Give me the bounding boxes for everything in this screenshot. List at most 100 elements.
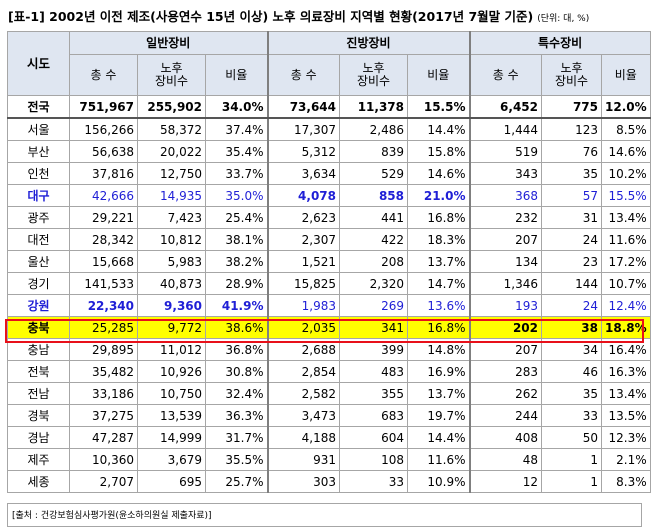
value-cell: 73,644	[267, 95, 340, 119]
value-cell: 2,707	[69, 470, 138, 493]
value-cell: 35,482	[69, 360, 138, 383]
table-row: 대전 28,342 10,812 38.1% 2,307 422 18.3% 207 24 11.…	[7, 228, 651, 251]
value-cell: 232	[469, 206, 542, 229]
value-cell: 56,638	[69, 140, 138, 163]
value-cell: 37,275	[69, 404, 138, 427]
value-cell: 207	[469, 338, 542, 361]
table-title-text: [표-1] 2002년 이전 제조(사용연수 15년 이상) 노후 의료장비 지…	[8, 9, 534, 24]
value-cell: 283	[469, 360, 542, 383]
region-cell: 충북	[7, 316, 70, 339]
value-cell: 9,772	[137, 316, 206, 339]
value-cell: 16.8%	[407, 316, 471, 339]
subheader-special-3: 비율	[601, 54, 651, 96]
value-cell: 16.8%	[407, 206, 471, 229]
value-cell: 34.0%	[205, 95, 269, 119]
value-cell: 28.9%	[205, 272, 269, 295]
value-cell: 6,452	[469, 95, 542, 119]
value-cell: 207	[469, 228, 542, 251]
value-cell: 15,668	[69, 250, 138, 273]
value-cell: 14,935	[137, 184, 206, 207]
value-cell: 10.7%	[601, 272, 651, 295]
region-cell: 전국	[7, 95, 70, 119]
table-row: 강원 22,340 9,360 41.9% 1,983 269 13.6% 193 24 12.4…	[7, 294, 651, 317]
value-cell: 16.4%	[601, 338, 651, 361]
value-cell: 5,983	[137, 250, 206, 273]
value-cell: 18.3%	[407, 228, 471, 251]
value-cell: 1	[541, 448, 602, 471]
value-cell: 36.8%	[205, 338, 269, 361]
value-cell: 399	[339, 338, 408, 361]
value-cell: 30.8%	[205, 360, 269, 383]
value-cell: 208	[339, 250, 408, 273]
region-cell: 부산	[7, 140, 70, 163]
value-cell: 19.7%	[407, 404, 471, 427]
value-cell: 17,307	[267, 117, 340, 141]
value-cell: 269	[339, 294, 408, 317]
value-cell: 15.8%	[407, 140, 471, 163]
value-cell: 35	[541, 382, 602, 405]
value-cell: 141,533	[69, 272, 138, 295]
region-cell: 충남	[7, 338, 70, 361]
value-cell: 11,012	[137, 338, 206, 361]
value-cell: 37.4%	[205, 117, 269, 141]
value-cell: 2,307	[267, 228, 340, 251]
value-cell: 25,285	[69, 316, 138, 339]
value-cell: 775	[541, 95, 602, 119]
value-cell: 48	[469, 448, 542, 471]
value-cell: 33,186	[69, 382, 138, 405]
subheader-special-2: 노후 장비수	[541, 54, 602, 96]
value-cell: 108	[339, 448, 408, 471]
value-cell: 13.6%	[407, 294, 471, 317]
value-cell: 3,679	[137, 448, 206, 471]
value-cell: 50	[541, 426, 602, 449]
region-cell: 울산	[7, 250, 70, 273]
table-row: 인천 37,816 12,750 33.7% 3,634 529 14.6% 343 35 10.…	[7, 162, 651, 185]
value-cell: 441	[339, 206, 408, 229]
value-cell: 13.5%	[601, 404, 651, 427]
value-cell: 37,816	[69, 162, 138, 185]
value-cell: 58,372	[137, 117, 206, 141]
value-cell: 931	[267, 448, 340, 471]
region-cell: 세종	[7, 470, 70, 493]
value-cell: 10.2%	[601, 162, 651, 185]
value-cell: 3,473	[267, 404, 340, 427]
value-cell: 38.1%	[205, 228, 269, 251]
value-cell: 14.6%	[407, 162, 471, 185]
value-cell: 695	[137, 470, 206, 493]
region-cell: 경남	[7, 426, 70, 449]
table-row: 세종 2,707 695 25.7% 303 33 10.9% 12 1 8.3%	[7, 470, 651, 493]
value-cell: 35.4%	[205, 140, 269, 163]
value-cell: 47,287	[69, 426, 138, 449]
value-cell: 33	[541, 404, 602, 427]
value-cell: 123	[541, 117, 602, 141]
value-cell: 13.4%	[601, 382, 651, 405]
value-cell: 36.3%	[205, 404, 269, 427]
value-cell: 20,022	[137, 140, 206, 163]
value-cell: 4,078	[267, 184, 340, 207]
value-cell: 14,999	[137, 426, 206, 449]
value-cell: 46	[541, 360, 602, 383]
value-cell: 10,750	[137, 382, 206, 405]
region-cell: 전남	[7, 382, 70, 405]
value-cell: 31.7%	[205, 426, 269, 449]
region-cell: 광주	[7, 206, 70, 229]
region-cell: 전북	[7, 360, 70, 383]
value-cell: 10,360	[69, 448, 138, 471]
value-cell: 16.3%	[601, 360, 651, 383]
subheader-general-3: 비율	[205, 54, 269, 96]
value-cell: 422	[339, 228, 408, 251]
value-cell: 33	[339, 470, 408, 493]
region-cell: 대전	[7, 228, 70, 251]
value-cell: 11,378	[339, 95, 408, 119]
value-cell: 12.3%	[601, 426, 651, 449]
table-row: 충북 25,285 9,772 38.6% 2,035 341 16.8% 202 38 18.8…	[7, 316, 651, 339]
value-cell: 9,360	[137, 294, 206, 317]
value-cell: 604	[339, 426, 408, 449]
value-cell: 15.5%	[601, 184, 651, 207]
value-cell: 29,895	[69, 338, 138, 361]
value-cell: 2,035	[267, 316, 340, 339]
value-cell: 341	[339, 316, 408, 339]
subheader-diagnostic-1: 총 수	[267, 54, 340, 96]
value-cell: 2,486	[339, 117, 408, 141]
table-row: 충남 29,895 11,012 36.8% 2,688 399 14.8% 207 34 16.…	[7, 338, 651, 361]
